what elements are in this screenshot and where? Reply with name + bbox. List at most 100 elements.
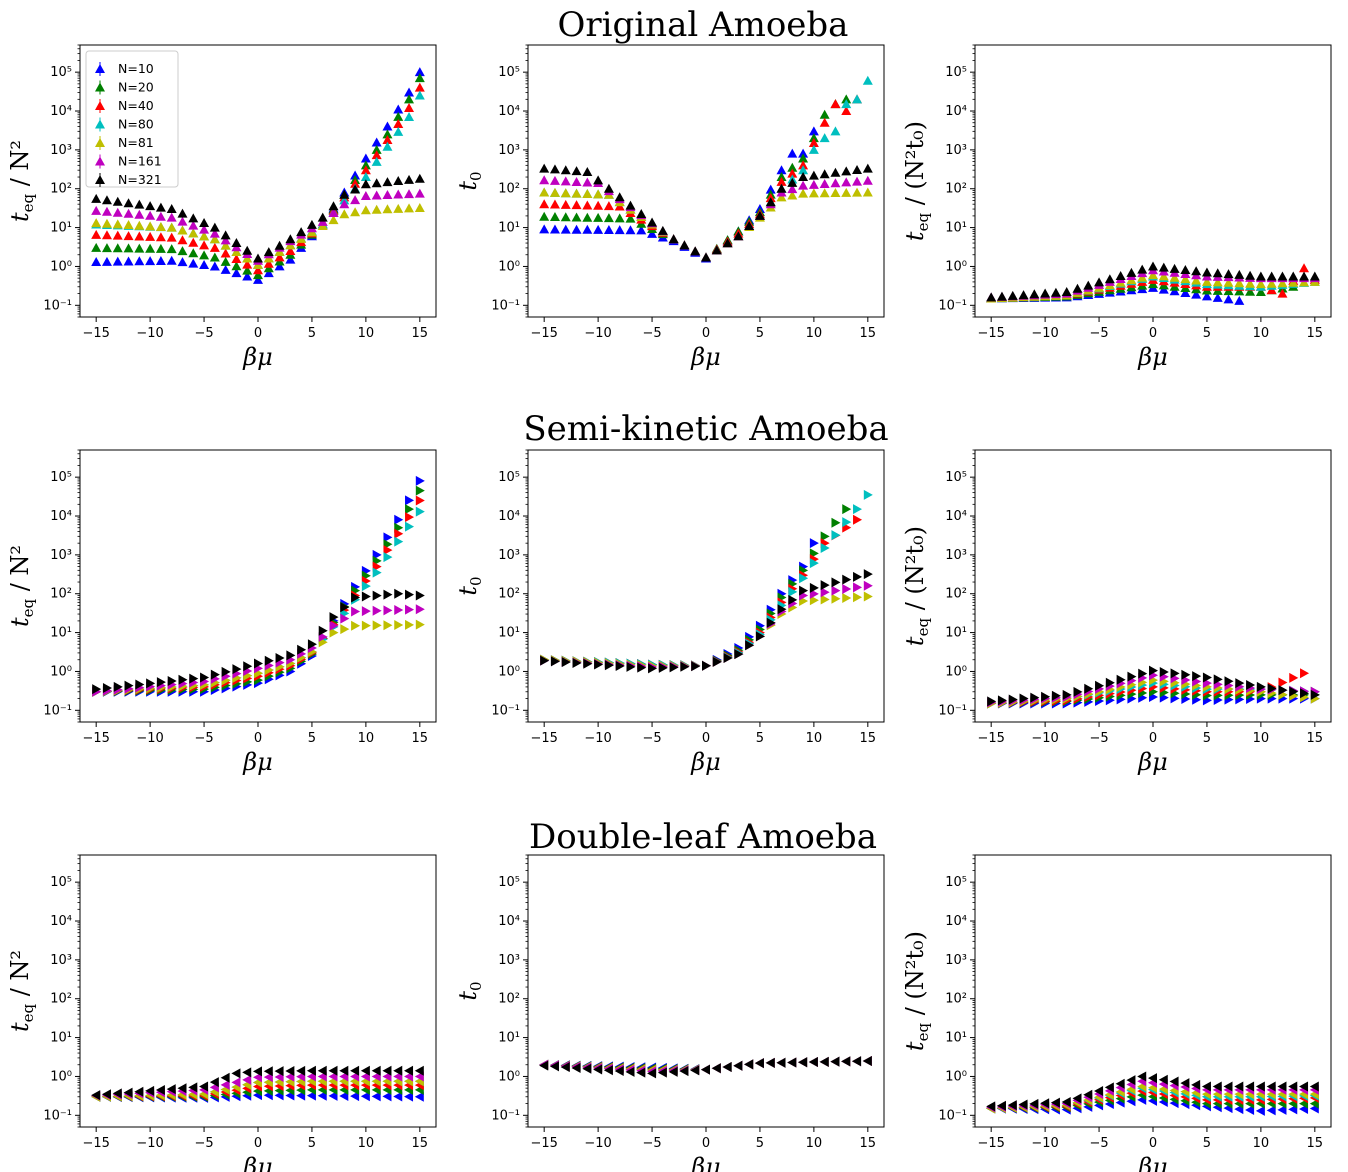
- data-point-marker: [830, 167, 841, 177]
- data-point-marker: [1072, 1093, 1082, 1104]
- data-point-marker: [382, 1091, 392, 1102]
- y-tick-label: 10⁵: [945, 470, 967, 485]
- data-point-marker: [702, 660, 711, 671]
- series-N=321: [540, 569, 873, 674]
- data-point-marker: [711, 245, 722, 255]
- data-point-marker: [414, 1065, 424, 1076]
- data-point-marker: [1277, 271, 1288, 281]
- data-point-marker: [819, 179, 830, 189]
- x-tick-label: −15: [977, 1136, 1004, 1151]
- data-point-marker: [145, 243, 156, 253]
- y-tick-label: 10⁴: [498, 914, 520, 929]
- x-tick-label: 5: [308, 1136, 316, 1151]
- data-point-marker: [798, 153, 809, 163]
- data-point-marker: [863, 489, 873, 500]
- data-point-marker: [1234, 295, 1245, 305]
- data-point-marker: [690, 1065, 700, 1076]
- data-point-marker: [1289, 686, 1299, 697]
- data-point-marker: [360, 160, 371, 170]
- data-point-marker: [1148, 1073, 1157, 1084]
- x-tick-label: −15: [82, 1136, 109, 1151]
- data-point-marker: [594, 659, 604, 670]
- data-point-marker: [626, 661, 636, 672]
- series-N=321: [539, 1055, 872, 1079]
- y-axis-label: teq / (N²t₀): [901, 931, 932, 1051]
- data-point-marker: [209, 261, 220, 271]
- x-tick-label: −15: [977, 326, 1004, 341]
- data-point-marker: [582, 200, 593, 210]
- data-point-marker: [863, 591, 873, 602]
- data-point-marker: [274, 261, 285, 271]
- data-point-marker: [1267, 683, 1277, 694]
- data-point-marker: [242, 1067, 252, 1078]
- data-point-marker: [862, 175, 873, 185]
- data-point-marker: [787, 168, 798, 178]
- data-point-marker: [1158, 271, 1169, 281]
- data-point-marker: [339, 199, 350, 209]
- x-tick-label: −5: [1089, 1136, 1108, 1151]
- data-point-marker: [415, 485, 425, 496]
- data-point-marker: [253, 253, 263, 263]
- data-point-marker: [841, 166, 852, 176]
- data-point-marker: [830, 99, 841, 109]
- data-point-marker: [91, 242, 102, 252]
- data-point-marker: [549, 187, 560, 197]
- data-point-marker: [582, 188, 593, 198]
- data-point-marker: [853, 582, 863, 593]
- legend-marker: [95, 138, 105, 147]
- data-point-marker: [360, 179, 371, 189]
- x-axis-label: βμ: [242, 1153, 272, 1172]
- data-point-marker: [209, 222, 220, 232]
- data-point-marker: [852, 187, 863, 197]
- panel-original-teq_over_N2: −15 −10 −5 0 5 10 15 10⁻¹ 10⁰ 10¹ 10² 10³ 10⁴ 10⁵ βμ te…: [6, 44, 437, 371]
- data-point-marker: [296, 227, 307, 237]
- data-point-marker: [177, 208, 188, 218]
- data-point-marker: [853, 592, 863, 603]
- series-N=80: [540, 489, 873, 671]
- data-point-marker: [188, 237, 199, 247]
- data-point-marker: [372, 567, 382, 578]
- data-point-marker: [820, 531, 830, 542]
- x-tick-label: −10: [1031, 1136, 1058, 1151]
- data-point-marker: [831, 585, 841, 596]
- data-point-marker: [1234, 1081, 1244, 1092]
- data-point-marker: [1169, 272, 1180, 282]
- data-point-marker: [808, 126, 819, 136]
- data-point-marker: [200, 672, 210, 683]
- data-point-marker: [690, 246, 701, 256]
- y-tick-label: 10⁻¹: [491, 298, 520, 313]
- data-point-marker: [765, 1057, 775, 1068]
- x-tick-label: −5: [642, 1136, 661, 1151]
- data-point-marker: [317, 1065, 327, 1076]
- data-point-marker: [1201, 276, 1212, 286]
- data-point-marker: [340, 624, 350, 635]
- data-point-marker: [549, 175, 560, 185]
- data-point-marker: [393, 189, 404, 199]
- data-point-marker: [393, 118, 404, 128]
- data-point-marker: [405, 504, 415, 515]
- data-point-marker: [799, 573, 809, 584]
- data-point-marker: [669, 662, 679, 673]
- data-point-marker: [560, 224, 571, 234]
- data-point-marker: [146, 678, 156, 689]
- data-point-marker: [177, 246, 188, 256]
- y-tick-label: 10¹: [498, 626, 520, 641]
- y-tick-label: 10³: [50, 548, 72, 563]
- data-point-marker: [852, 1056, 862, 1067]
- data-point-marker: [263, 268, 274, 278]
- data-point-marker: [571, 188, 582, 198]
- data-point-marker: [1278, 677, 1288, 688]
- x-tick-label: 10: [358, 731, 375, 746]
- data-point-marker: [819, 169, 830, 179]
- y-tick-label: 10⁴: [945, 914, 967, 929]
- y-tick-label: 10⁵: [945, 875, 967, 890]
- data-point-marker: [102, 682, 112, 693]
- x-tick-label: −5: [194, 326, 213, 341]
- data-point-marker: [787, 177, 798, 187]
- data-point-marker: [360, 165, 371, 175]
- data-point-marker: [1235, 678, 1245, 689]
- data-point-marker: [220, 1079, 230, 1090]
- data-point-marker: [723, 652, 733, 663]
- data-point-marker: [1223, 269, 1234, 279]
- data-point-marker: [657, 1067, 667, 1078]
